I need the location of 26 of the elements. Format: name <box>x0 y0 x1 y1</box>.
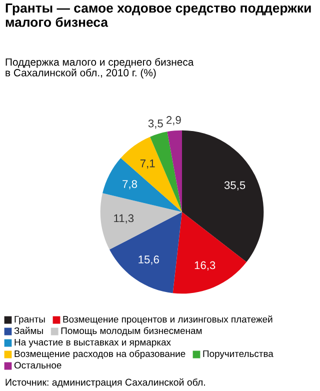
legend-label: На участие в выставках и ярмарках <box>14 338 171 348</box>
data-label: 15,6 <box>138 256 159 265</box>
legend-label: Возмещение расходов на образование <box>14 350 186 359</box>
legend-label: Поручительства <box>203 350 274 359</box>
pie-slice <box>109 212 182 294</box>
data-label: 2,9 <box>166 116 181 126</box>
legend-label: Остальное <box>14 362 62 369</box>
pie-slice <box>167 130 182 212</box>
text: Источник: администрация Сахалинской обл. <box>6 378 205 388</box>
data-label: 11,3 <box>114 214 134 224</box>
data-label: 35,5 <box>224 181 246 190</box>
legend-label: Гранты <box>14 316 45 324</box>
data-label: 16,3 <box>194 261 216 270</box>
pie-slice <box>102 158 182 212</box>
chart-subtitle: Поддержка малого и среднего бизнеса в Сахалинской обл., 2010 г. (%) <box>6 58 194 78</box>
chart-title: Гранты — самое ходовое средство поддержки малого бизнеса <box>6 3 311 27</box>
data-label: 3,5 <box>148 120 163 129</box>
legend-label: Помощь молодым бизнесменам <box>61 327 202 336</box>
pie-slice <box>182 130 264 262</box>
data-label: 7,8 <box>122 180 138 190</box>
legend-label: Займы <box>14 326 43 334</box>
pie-slice <box>100 193 182 250</box>
pie-slice <box>120 136 182 212</box>
pie-slice <box>172 212 247 294</box>
data-label: 7,1 <box>140 160 155 169</box>
legend-label: Возмещение процентов и лизинговых платежей <box>63 316 272 324</box>
